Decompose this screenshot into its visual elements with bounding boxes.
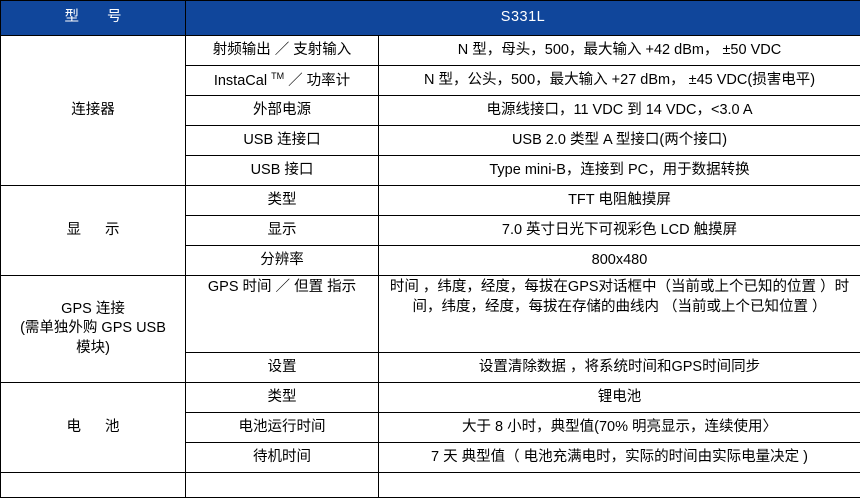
item-label-battery-type: 类型 bbox=[186, 383, 379, 413]
item-label-instacal: InstaCal TM ／ 功率计 bbox=[186, 66, 379, 96]
partial-cell-group bbox=[1, 473, 186, 498]
item-value-standby-time: 7 天 典型值（ 电池充满电时，实际的时间由实际电量决定 ) bbox=[379, 443, 860, 473]
item-label-external-power: 外部电源 bbox=[186, 96, 379, 126]
gps-label-line1: GPS 连接 bbox=[5, 300, 181, 320]
item-label-usb-port: USB 接口 bbox=[186, 156, 379, 186]
item-value-battery-type: 锂电池 bbox=[379, 383, 860, 413]
item-label-standby-time: 待机时间 bbox=[186, 443, 379, 473]
item-label-display-type: 类型 bbox=[186, 186, 379, 216]
group-label-gps: GPS 连接 (需单独外购 GPS USB 模块) bbox=[1, 276, 186, 383]
item-value-rf-io: N 型，母头，500，最大输入 +42 dBm， ±50 VDC bbox=[379, 36, 860, 66]
partial-cell-item bbox=[186, 473, 379, 498]
item-label-usb-connector: USB 连接口 bbox=[186, 126, 379, 156]
item-value-display-type: TFT 电阻触摸屏 bbox=[379, 186, 860, 216]
header-model-value: S331L bbox=[186, 1, 860, 36]
item-value-usb-connector: USB 2.0 类型 A 型接口(两个接口) bbox=[379, 126, 860, 156]
item-label-display: 显示 bbox=[186, 216, 379, 246]
group-label-battery: 电 池 bbox=[1, 383, 186, 473]
item-value-instacal: N 型，公头，500，最大输入 +27 dBm， ±45 VDC(损害电平) bbox=[379, 66, 860, 96]
item-value-battery-runtime: 大于 8 小时，典型值(70% 明亮显示，连续使用〉 bbox=[379, 413, 860, 443]
item-value-gps-time: 时间 ，纬度，经度，每拔在GPS对话框中（当前或上个已知的位置 ）时间，纬度，经… bbox=[379, 276, 860, 353]
item-label-gps-settings: 设置 bbox=[186, 353, 379, 383]
item-value-usb-port: Type mini-B，连接到 PC，用于数据转换 bbox=[379, 156, 860, 186]
gps-label-line3: 模块) bbox=[5, 339, 181, 359]
table-header-row: 型 号 S331L bbox=[1, 1, 860, 36]
item-value-display: 7.0 英寸日光下可视彩色 LCD 触摸屏 bbox=[379, 216, 860, 246]
group-label-display: 显 示 bbox=[1, 186, 186, 276]
partial-cell-value bbox=[379, 473, 860, 498]
table-row: 显 示 类型 TFT 电阻触摸屏 bbox=[1, 186, 860, 216]
table-row-partial bbox=[1, 473, 860, 498]
header-model-label: 型 号 bbox=[1, 1, 186, 36]
item-label-resolution: 分辨率 bbox=[186, 246, 379, 276]
item-label-rf-io: 射频输出 ／ 支射输入 bbox=[186, 36, 379, 66]
table-row: 连接器 射频输出 ／ 支射输入 N 型，母头，500，最大输入 +42 dBm，… bbox=[1, 36, 860, 66]
item-label-battery-runtime: 电池运行时间 bbox=[186, 413, 379, 443]
group-label-connector: 连接器 bbox=[1, 36, 186, 186]
table-row: 电 池 类型 锂电池 bbox=[1, 383, 860, 413]
instacal-suffix: ／ 功率计 bbox=[284, 73, 350, 89]
table-row: GPS 连接 (需单独外购 GPS USB 模块) GPS 时间 ／ 但置 指示… bbox=[1, 276, 860, 353]
trademark-superscript: TM bbox=[271, 71, 284, 81]
item-value-external-power: 电源线接口，11 VDC 到 14 VDC，<3.0 A bbox=[379, 96, 860, 126]
instacal-text: InstaCal bbox=[214, 73, 271, 89]
item-value-gps-settings: 设置清除数据 ，将系统时间和GPS时间同步 bbox=[379, 353, 860, 383]
item-label-gps-time: GPS 时间 ／ 但置 指示 bbox=[186, 276, 379, 353]
item-value-resolution: 800x480 bbox=[379, 246, 860, 276]
gps-label-line2: (需单独外购 GPS USB bbox=[5, 319, 181, 339]
